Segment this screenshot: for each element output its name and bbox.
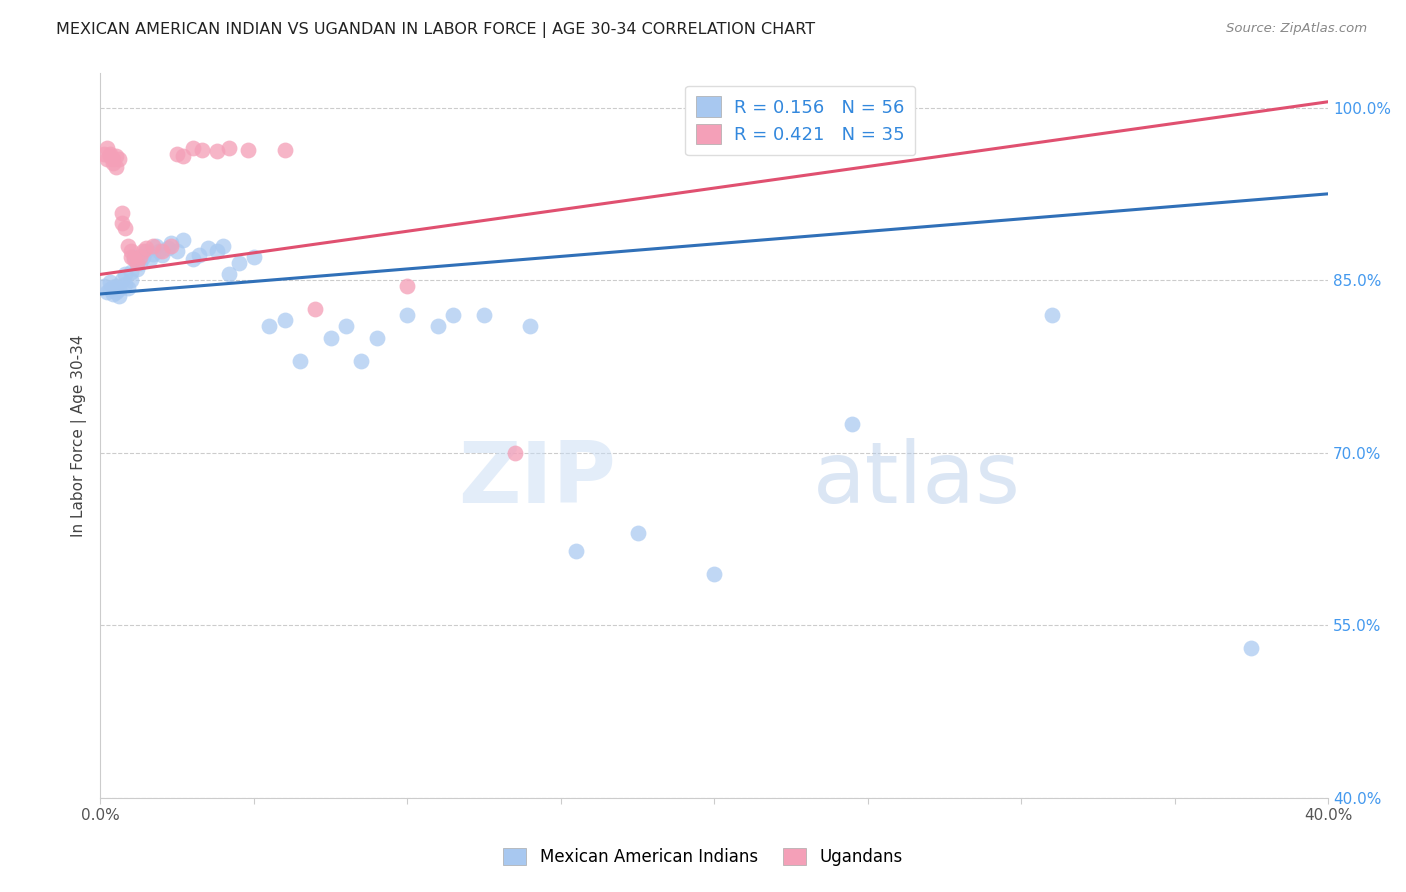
Point — [93, 279, 115, 293]
Point — [156, 241, 179, 255]
Point — [108, 289, 131, 303]
Point — [142, 238, 165, 252]
Point — [841, 417, 863, 431]
Text: MEXICAN AMERICAN INDIAN VS UGANDAN IN LABOR FORCE | AGE 30-34 CORRELATION CHART: MEXICAN AMERICAN INDIAN VS UGANDAN IN LA… — [56, 22, 815, 38]
Point — [96, 141, 118, 155]
Point — [108, 153, 131, 167]
Point — [212, 238, 235, 252]
Point — [273, 313, 295, 327]
Point — [288, 353, 311, 368]
Point — [503, 446, 526, 460]
Point — [218, 268, 240, 282]
Point — [114, 277, 136, 291]
Point — [96, 285, 118, 299]
Point — [111, 206, 134, 220]
Text: ZIP: ZIP — [458, 438, 616, 521]
Text: Source: ZipAtlas.com: Source: ZipAtlas.com — [1226, 22, 1367, 36]
Point — [228, 256, 250, 270]
Point — [145, 238, 167, 252]
Point — [172, 149, 194, 163]
Point — [335, 319, 357, 334]
Point — [127, 261, 149, 276]
Point — [114, 268, 136, 282]
Point — [703, 566, 725, 581]
Point — [104, 149, 127, 163]
Point — [160, 236, 183, 251]
Point — [142, 246, 165, 260]
Point — [132, 244, 155, 259]
Point — [366, 331, 388, 345]
Point — [166, 146, 188, 161]
Point — [120, 273, 142, 287]
Point — [273, 143, 295, 157]
Point — [93, 146, 115, 161]
Point — [127, 256, 149, 270]
Point — [1040, 308, 1063, 322]
Point — [319, 331, 342, 345]
Point — [150, 248, 173, 262]
Y-axis label: In Labor Force | Age 30-34: In Labor Force | Age 30-34 — [72, 334, 87, 537]
Point — [150, 244, 173, 259]
Point — [181, 141, 204, 155]
Point — [101, 153, 124, 167]
Point — [236, 143, 259, 157]
Point — [96, 153, 118, 167]
Point — [132, 250, 155, 264]
Point — [190, 143, 212, 157]
Point — [98, 282, 121, 296]
Point — [104, 279, 127, 293]
Point — [114, 221, 136, 235]
Legend: Mexican American Indians, Ugandans: Mexican American Indians, Ugandans — [496, 841, 910, 873]
Point — [427, 319, 450, 334]
Point — [197, 241, 219, 255]
Point — [122, 250, 145, 264]
Point — [129, 250, 152, 264]
Point — [205, 244, 228, 259]
Point — [472, 308, 495, 322]
Point — [117, 281, 139, 295]
Point — [519, 319, 541, 334]
Point — [122, 252, 145, 267]
Point — [111, 216, 134, 230]
Point — [218, 141, 240, 155]
Point — [108, 282, 131, 296]
Point — [101, 155, 124, 169]
Legend: R = 0.156   N = 56, R = 0.421   N = 35: R = 0.156 N = 56, R = 0.421 N = 35 — [685, 86, 915, 155]
Point — [187, 248, 209, 262]
Point — [101, 287, 124, 301]
Point — [98, 146, 121, 161]
Point — [181, 252, 204, 267]
Point — [166, 244, 188, 259]
Point — [120, 244, 142, 259]
Point — [565, 543, 588, 558]
Point — [1240, 641, 1263, 656]
Point — [626, 526, 648, 541]
Point — [160, 238, 183, 252]
Point — [135, 244, 157, 259]
Point — [148, 244, 170, 259]
Point — [120, 250, 142, 264]
Point — [101, 280, 124, 294]
Point — [350, 353, 373, 368]
Point — [441, 308, 464, 322]
Point — [257, 319, 280, 334]
Point — [98, 149, 121, 163]
Point — [129, 256, 152, 270]
Point — [104, 285, 127, 299]
Text: atlas: atlas — [813, 438, 1021, 521]
Point — [111, 273, 134, 287]
Point — [205, 145, 228, 159]
Point — [120, 265, 142, 279]
Point — [135, 241, 157, 255]
Point — [117, 238, 139, 252]
Point — [304, 301, 326, 316]
Point — [104, 161, 127, 175]
Point — [396, 279, 419, 293]
Point — [396, 308, 419, 322]
Point — [243, 250, 266, 264]
Point — [98, 276, 121, 290]
Point — [138, 252, 160, 267]
Point — [172, 233, 194, 247]
